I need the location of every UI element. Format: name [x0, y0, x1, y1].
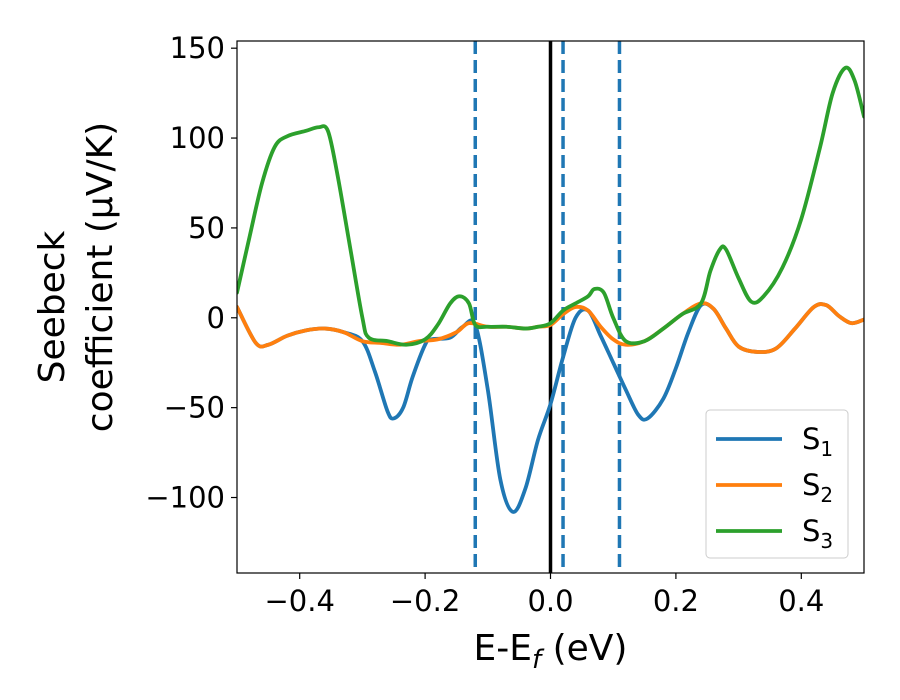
x-tick-label: 0.0 [527, 584, 573, 618]
x-axis-title: E-Ef (eV) [474, 628, 628, 675]
x-tick-label: 0.4 [778, 584, 824, 618]
y-tick-label: 150 [170, 31, 225, 65]
y-axis-title-line1: Seebeck [32, 230, 73, 383]
legend-label-main: S [802, 514, 820, 548]
y-tick-label: 100 [170, 121, 225, 155]
y-tick-label: 0 [207, 301, 225, 335]
series-line-s2 [237, 301, 864, 354]
legend-label-sub: 1 [820, 437, 833, 461]
legend-label-s2: S2 [802, 468, 833, 507]
legend-label-s1: S1 [802, 422, 833, 461]
x-tick-label: 0.2 [653, 584, 699, 618]
legend-label-sub: 3 [820, 529, 833, 553]
y-axis-title-line2: coefficient (μV/K) [80, 122, 121, 432]
x-tick-label: −0.2 [390, 584, 460, 618]
series-line-s3 [237, 65, 864, 347]
x-axis-title-tail: (eV) [541, 628, 627, 669]
y-tick-label: −50 [164, 391, 225, 425]
legend-label-main: S [802, 468, 820, 502]
series-layer [237, 65, 864, 514]
y-tick-label: −100 [145, 481, 225, 515]
y-axis-title: Seebeck coefficient (μV/K) [32, 122, 121, 432]
legend-label-s3: S3 [802, 514, 833, 553]
y-tick-label: 50 [188, 211, 225, 245]
legend-label-sub: 2 [820, 483, 833, 507]
y-axis-ticks: 150 100 50 0 −50 −100 [145, 31, 237, 515]
x-axis-ticks: −0.4 −0.2 0.0 0.2 0.4 [264, 573, 824, 618]
legend-label-main: S [802, 422, 820, 456]
vertical-marker-lines [473, 41, 622, 573]
x-axis-title-main: E-E [474, 628, 532, 669]
x-tick-label: −0.4 [264, 584, 334, 618]
